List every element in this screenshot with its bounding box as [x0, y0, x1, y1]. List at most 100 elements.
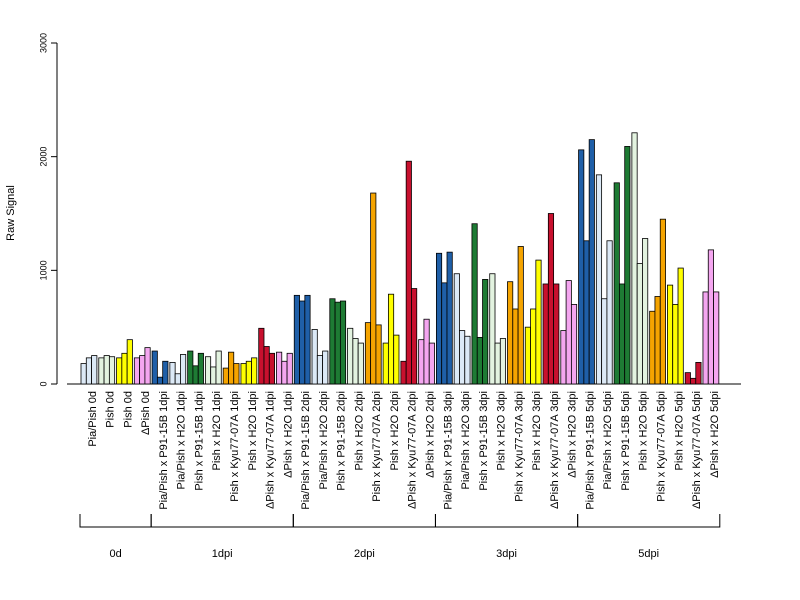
bar: [126, 339, 133, 385]
bar: [240, 363, 247, 385]
bar: [258, 327, 265, 385]
category-label: Pish x P91-15B 2dpi: [336, 391, 348, 491]
bar: [357, 342, 364, 385]
category-label: Pish x Kyu77-07A 5dpi: [655, 391, 667, 502]
bar: [494, 342, 501, 385]
bar: [215, 350, 222, 385]
bar: [228, 351, 235, 385]
category-label: ΔPish x H2O 2dpi: [424, 391, 436, 478]
bar: [329, 298, 336, 385]
bar: [103, 355, 110, 385]
bar: [636, 263, 643, 385]
bar: [339, 300, 347, 385]
bar: [471, 223, 478, 385]
bar: [174, 373, 181, 385]
category-label: ΔPish x Kyu77-07A 2dpi: [407, 391, 419, 509]
bar: [204, 356, 212, 385]
category-labels: Pia/Pish 0d Pish 0d Pish 0d ΔPish 0d Pia/Pis…: [87, 391, 721, 510]
bar: [672, 304, 679, 385]
bar: [553, 283, 560, 385]
bar: [713, 291, 720, 385]
bar: [476, 336, 483, 385]
category-label: Pish x H2O 5dpi: [673, 391, 685, 470]
bar: [588, 139, 595, 385]
bar: [435, 252, 443, 385]
group-bracket: [292, 514, 436, 528]
category-label: Pish x H2O 1dpi: [247, 391, 259, 470]
bar: [642, 238, 649, 385]
bar: [654, 296, 661, 385]
group-brackets: 0d 1dpi 2dpi 3dpi 5dpi: [79, 514, 721, 560]
bar: [606, 240, 613, 385]
bar: [144, 347, 151, 385]
group-bracket: [434, 514, 579, 528]
bar: [387, 293, 395, 385]
bar: [464, 335, 471, 385]
bar: [133, 357, 141, 385]
y-axis-title: Raw Signal: [5, 185, 17, 241]
bar: [535, 259, 542, 385]
category-label: Pish x Kyu77-07A 1dpi: [229, 391, 241, 502]
bar: [91, 355, 98, 385]
category-label: ΔPish x Kyu77-07A 3dpi: [549, 391, 561, 509]
category-label: ΔPish x Kyu77-07A 1dpi: [265, 391, 277, 509]
bar: [595, 174, 603, 385]
bar: [268, 352, 275, 385]
bar: [286, 352, 293, 385]
bar: [418, 339, 425, 385]
bar: [364, 322, 372, 385]
bar: [690, 377, 697, 385]
category-label: Pish x H2O 3dpi: [531, 391, 543, 470]
category-label: Pish 0d: [105, 391, 117, 428]
y-tick-label: 2000: [38, 147, 48, 167]
category-label: Pish 0d: [122, 391, 134, 428]
bar: [702, 291, 709, 385]
y-tick-label: 1000: [38, 260, 48, 280]
bar: [311, 329, 318, 385]
bar: [245, 360, 252, 385]
bar: [631, 132, 638, 385]
bar: [524, 326, 531, 385]
bar: [446, 251, 453, 385]
bar: [116, 357, 123, 385]
category-label: Pish x H2O 5dpi: [638, 391, 650, 470]
category-label: Pish x Kyu77-07A 2dpi: [371, 391, 383, 502]
group-label: 5dpi: [638, 548, 659, 560]
category-label: ΔPish x Kyu77-07A 5dpi: [691, 391, 703, 509]
bar: [121, 352, 128, 385]
bar: [180, 354, 187, 385]
bar: [210, 366, 217, 385]
bar: [382, 342, 389, 385]
y-axis: 0 1000 2000 3000: [38, 33, 58, 387]
group-label: 0d: [109, 548, 121, 560]
bar: [405, 160, 412, 385]
category-label: Pish x H2O 1dpi: [211, 391, 223, 470]
bar: [613, 182, 620, 385]
bar: [601, 298, 608, 385]
bar: [583, 240, 590, 385]
bar: [352, 338, 359, 385]
category-label: ΔPish x H2O 3dpi: [567, 391, 579, 478]
bar: [659, 218, 666, 385]
bar: [85, 357, 93, 385]
category-label: Pia/Pish x H2O 2dpi: [318, 391, 330, 489]
category-label: ΔPish 0d: [140, 391, 152, 435]
category-label: Pish x H2O 2dpi: [353, 391, 365, 470]
bar: [156, 376, 164, 385]
bar: [542, 283, 549, 385]
bar: [695, 361, 702, 385]
category-label: Pish x P91-15B 1dpi: [193, 391, 205, 491]
bar: [453, 273, 460, 385]
category-label: Pia/Pish x P91-15B 2dpi: [300, 391, 312, 510]
bar: [304, 294, 311, 385]
bar: [677, 267, 684, 385]
group-label: 1dpi: [212, 548, 233, 560]
bar: [222, 367, 229, 385]
bar: [187, 350, 194, 385]
bar: [169, 361, 176, 385]
category-label: Pish x P91-15B 3dpi: [478, 391, 490, 491]
bar: [624, 146, 631, 385]
bar: [684, 372, 691, 385]
bar: [423, 318, 430, 385]
